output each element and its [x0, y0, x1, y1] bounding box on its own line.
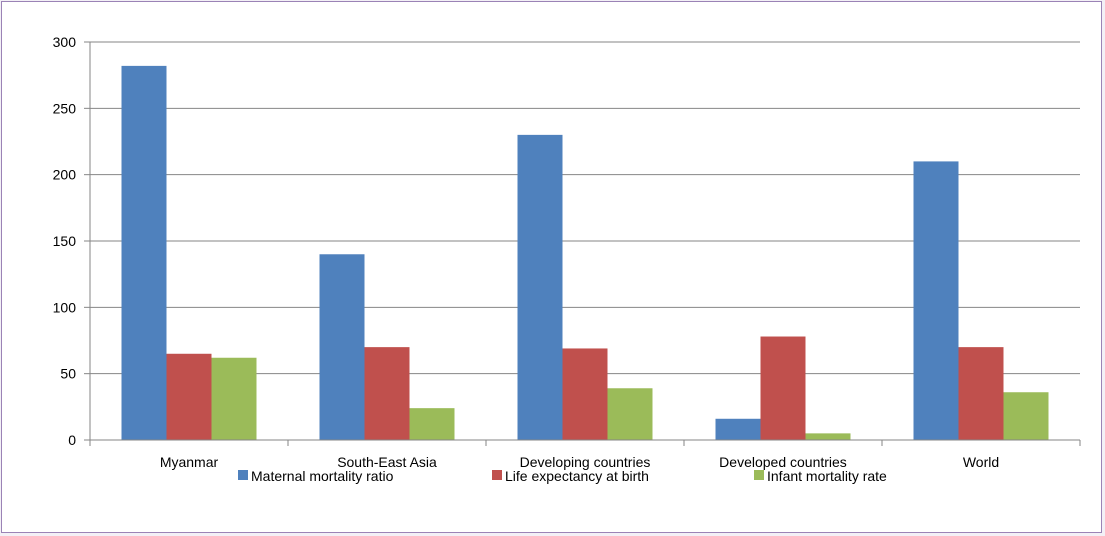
legend-label: Infant mortality rate: [767, 468, 887, 484]
x-tick-label: Developed countries: [719, 454, 847, 470]
legend-item: Maternal mortality ratio: [238, 468, 394, 484]
legend-label: Maternal mortality ratio: [251, 468, 394, 484]
bar: [562, 348, 608, 440]
bar: [715, 418, 761, 440]
bar: [913, 161, 959, 440]
bar: [805, 433, 851, 440]
legend: Maternal mortality ratio Life expectancy …: [238, 468, 887, 484]
y-tick-label: 100: [53, 299, 77, 315]
legend-item: Life expectancy at birth: [492, 468, 649, 484]
y-tick-label: 200: [53, 167, 77, 183]
x-tick-label: South-East Asia: [337, 454, 437, 470]
bar: [211, 357, 257, 440]
y-tick-label: 250: [53, 100, 77, 116]
x-tick-label: Developing countries: [520, 454, 651, 470]
bar: [409, 408, 455, 440]
y-tick-label: 150: [53, 233, 77, 249]
y-tick-label: 0: [68, 432, 76, 448]
legend-swatch: [238, 470, 248, 480]
legend-swatch: [754, 470, 764, 480]
bar: [364, 347, 410, 440]
legend-swatch: [492, 470, 502, 480]
x-tick-label: Myanmar: [160, 454, 219, 470]
bar: [319, 254, 365, 440]
bar: [121, 65, 167, 440]
legend-label: Life expectancy at birth: [505, 468, 649, 484]
bar: [517, 134, 563, 440]
bar: [1003, 392, 1049, 440]
legend-item: Infant mortality rate: [754, 468, 887, 484]
x-tick-label: World: [963, 454, 999, 470]
y-tick-label: 50: [60, 366, 76, 382]
y-tick-label: 300: [53, 34, 77, 50]
bar: [166, 353, 212, 440]
x-axis-ticks: Myanmar South-East Asia Developing countri…: [160, 454, 999, 470]
bar: [958, 347, 1004, 440]
y-axis-ticks: 0 50 100 150 200 250 300: [53, 34, 77, 448]
axes: [84, 41, 1081, 446]
bar: [607, 388, 653, 440]
bar: [760, 336, 806, 440]
bars: [121, 65, 1049, 440]
